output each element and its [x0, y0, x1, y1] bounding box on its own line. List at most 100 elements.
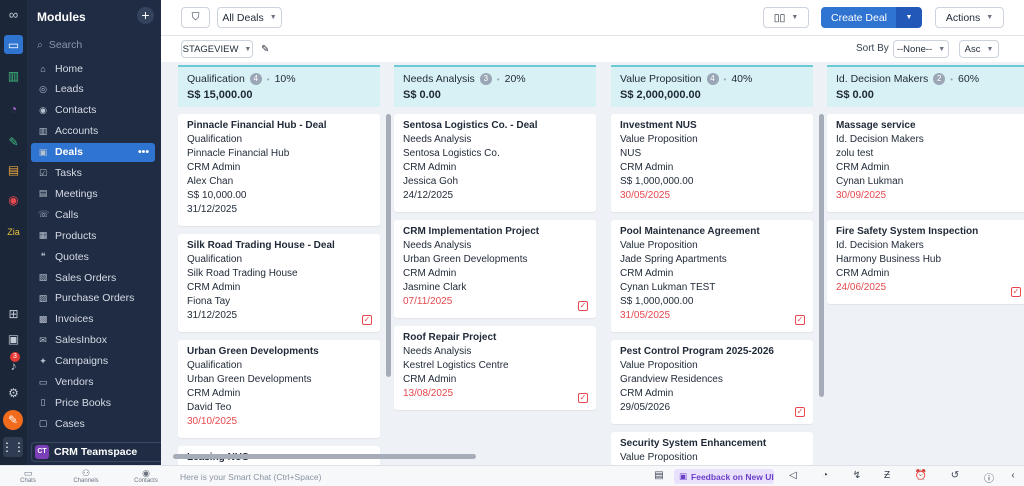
info-icon[interactable]: ⓘ	[984, 474, 994, 485]
analytics-app-icon[interactable]: ▥	[7, 68, 20, 83]
sidebar-item-cases[interactable]: ▢ Cases	[31, 414, 155, 433]
store-app-icon[interactable]: ▤	[7, 162, 20, 177]
profile-avatar-icon[interactable]: ✎	[3, 410, 23, 430]
signal-icon[interactable]: ↯	[852, 470, 862, 481]
deal-field: Silk Road Trading House	[187, 268, 298, 279]
sidebar-item-products[interactable]: ▦ Products	[31, 226, 155, 245]
deal-name[interactable]: Roof Repair Project	[403, 332, 497, 343]
new-note-icon[interactable]: ⊞	[8, 306, 19, 321]
sidebar-item-campaigns[interactable]: ✦ Campaigns	[31, 352, 155, 371]
settings-gear-icon[interactable]: ⚙	[8, 385, 19, 400]
app-grid-icon[interactable]: ⋮⋮	[1, 437, 25, 457]
history-icon[interactable]: ↺	[950, 470, 960, 481]
campaigns-icon: ✦	[39, 355, 47, 366]
deal-name[interactable]: Investment NUS	[620, 120, 697, 131]
layout-toggle-button[interactable]: ▯▯ ▼	[763, 7, 809, 28]
deal-name[interactable]: Fire Safety System Inspection	[836, 226, 979, 237]
smart-chat-input[interactable]: Here is your Smart Chat (Ctrl+Space)	[180, 472, 322, 482]
teamspace-selector[interactable]: CT CRM Teamspace ⌄	[31, 442, 175, 462]
sidebar-item-salesinbox[interactable]: ✉ SalesInbox	[31, 331, 155, 350]
zia-bottom-icon[interactable]: Ƶ	[883, 470, 891, 481]
deal-field: Cynan Lukman	[836, 176, 904, 187]
deal-card[interactable]: Silk Road Trading House - Deal Qualificat…	[178, 234, 380, 332]
deal-field: 24/12/2025	[403, 190, 454, 201]
sidebar-item-vendors[interactable]: ▭ Vendors	[31, 373, 155, 392]
deal-card[interactable]: Urban Green Developments Qualification Urb…	[178, 340, 380, 438]
sidebar-item-deals[interactable]: ▣ Deals •••	[31, 142, 155, 162]
sidebar-item-quotes[interactable]: ❝ Quotes	[31, 247, 155, 266]
add-module-button[interactable]: +	[137, 7, 154, 24]
sort-field-select[interactable]: --None-- ▼	[893, 40, 949, 58]
deal-card[interactable]: Pest Control Program 2025-2026 Value Prop…	[611, 340, 813, 424]
task-checkbox-icon[interactable]: ✓	[795, 315, 805, 325]
deal-name[interactable]: CRM Implementation Project	[403, 226, 540, 237]
analytics-icon[interactable]: ◔	[821, 470, 829, 481]
create-deal-dropdown-button[interactable]: ▼	[896, 7, 922, 28]
task-checkbox-icon[interactable]: ✓	[578, 393, 588, 403]
deal-card[interactable]: Security System Enhancement Value Proposi…	[611, 432, 813, 465]
collapse-icon[interactable]: ‹	[1011, 470, 1015, 481]
sidebar-item-home[interactable]: ⌂ Home	[31, 59, 155, 78]
deal-name[interactable]: Security System Enhancement	[620, 438, 767, 449]
actions-button[interactable]: Actions ▼	[935, 7, 1004, 28]
sidebar-item-calls[interactable]: ☏ Calls	[31, 205, 155, 224]
column-scrollbar[interactable]	[819, 114, 824, 397]
board-horizontal-scrollbar[interactable]	[173, 454, 476, 459]
notification-bell-icon[interactable]: ♪	[10, 358, 17, 373]
task-checkbox-icon[interactable]: ✓	[578, 301, 588, 311]
view-select[interactable]: All Deals ▼	[217, 7, 282, 28]
deal-name[interactable]: Urban Green Developments	[187, 346, 319, 357]
sidebar-item-purchase-orders[interactable]: ▨ Purchase Orders	[31, 289, 155, 308]
deal-field: CRM Admin	[403, 374, 457, 385]
create-deal-button[interactable]: Create Deal	[821, 7, 897, 28]
notes-app-icon[interactable]: ✎	[8, 134, 19, 149]
column-scrollbar[interactable]	[386, 114, 391, 377]
deal-card[interactable]: Pinnacle Financial Hub - Deal Qualificati…	[178, 114, 380, 226]
feedback-button[interactable]: ▣ Feedback on New UI	[674, 469, 774, 484]
alarm-clock-icon[interactable]: ⏰	[914, 470, 928, 481]
task-checkbox-icon[interactable]: ✓	[1011, 287, 1021, 297]
zia-app-icon[interactable]: Zia	[7, 226, 20, 237]
app-logo-icon[interactable]: ∞	[8, 7, 19, 22]
cart-icon[interactable]: ▤	[654, 470, 664, 481]
deal-card[interactable]: Investment NUS Value Proposition NUS CRM Ad…	[611, 114, 813, 212]
deal-name[interactable]: Massage service	[836, 120, 916, 131]
deal-card[interactable]: Massage service Id. Decision Makers zolu t…	[827, 114, 1024, 212]
edit-pencil-icon[interactable]: ✎	[261, 44, 270, 55]
channels-tab[interactable]: ⚇ Channels	[66, 468, 106, 484]
deal-name[interactable]: Silk Road Trading House - Deal	[187, 240, 335, 251]
crm-app-icon[interactable]: ▭	[4, 35, 23, 54]
more-options-icon[interactable]: •••	[137, 146, 149, 159]
sidebar-item-invoices[interactable]: ▩ Invoices	[31, 310, 155, 329]
notification-count-badge: 3	[10, 352, 20, 362]
sidebar-item-accounts[interactable]: ▥ Accounts	[31, 122, 155, 141]
sidebar-item-contacts[interactable]: ◉ Contacts	[31, 101, 155, 120]
deal-card[interactable]: Sentosa Logistics Co. - Deal Needs Analys…	[394, 114, 596, 212]
social-app-icon[interactable]: ◉	[8, 192, 19, 207]
stage-column-header: Needs Analysis 3 • 20% S$ 0.00	[394, 65, 596, 107]
sort-order-select[interactable]: Asc ▼	[959, 40, 999, 58]
megaphone-icon[interactable]: ◁	[789, 470, 797, 481]
calendar-icon[interactable]: ▣	[7, 331, 20, 346]
sidebar-item-meetings[interactable]: ▤ Meetings	[31, 184, 155, 203]
deal-card[interactable]: CRM Implementation Project Needs Analysis…	[394, 220, 596, 318]
chats-tab[interactable]: ▭ Chats	[8, 468, 48, 484]
deal-name[interactable]: Sentosa Logistics Co. - Deal	[403, 120, 538, 131]
sidebar-item-sales-orders[interactable]: ▧ Sales Orders	[31, 268, 155, 287]
filter-button[interactable]: ⛉	[181, 7, 210, 28]
sidebar-search[interactable]: ⌕ Search	[37, 37, 153, 53]
deal-card[interactable]: Pool Maintenance Agreement Value Proposit…	[611, 220, 813, 332]
sidebar-item-leads[interactable]: ◎ Leads	[31, 80, 155, 99]
deal-name[interactable]: Pinnacle Financial Hub - Deal	[187, 120, 327, 131]
contacts-tab[interactable]: ◉ Contacts	[126, 468, 166, 484]
deal-card[interactable]: Roof Repair Project Needs Analysis Kestrel…	[394, 326, 596, 410]
stage-view-select[interactable]: STAGEVIEW ▼	[181, 40, 253, 58]
deal-name[interactable]: Pest Control Program 2025-2026	[620, 346, 774, 357]
deal-name[interactable]: Pool Maintenance Agreement	[620, 226, 760, 237]
sidebar-item-tasks[interactable]: ☑ Tasks	[31, 164, 155, 183]
deal-card[interactable]: Fire Safety System Inspection Id. Decisio…	[827, 220, 1024, 304]
sidebar-item-price-books[interactable]: ▯ Price Books	[31, 393, 155, 412]
marketing-app-icon[interactable]: ◔	[9, 101, 18, 116]
task-checkbox-icon[interactable]: ✓	[795, 407, 805, 417]
task-checkbox-icon[interactable]: ✓	[362, 315, 372, 325]
